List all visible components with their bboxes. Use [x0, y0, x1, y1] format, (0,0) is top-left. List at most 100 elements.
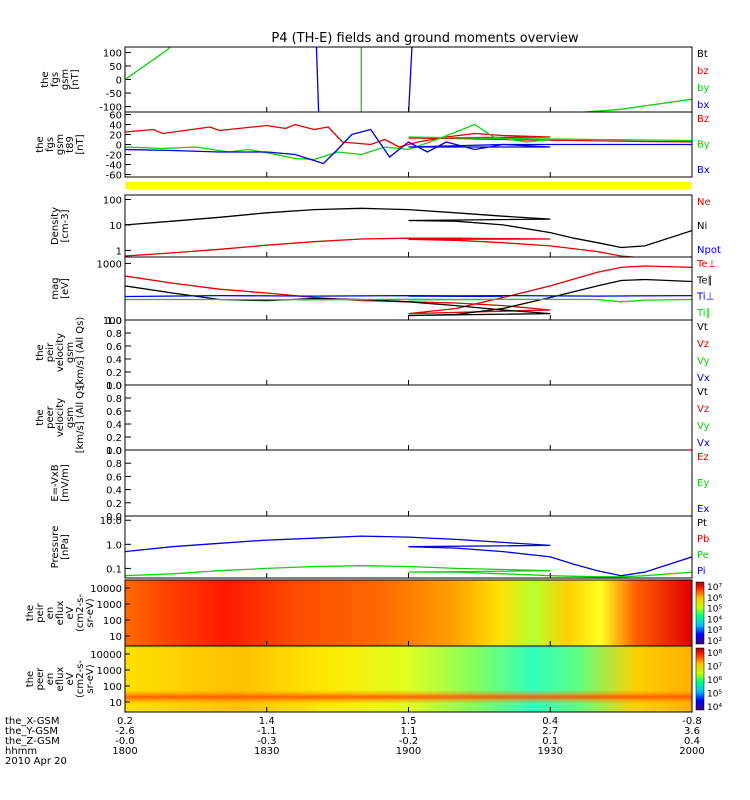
colorbar-label: 10⁴ — [707, 703, 722, 713]
legend-Npot: Npot — [697, 245, 721, 256]
x-tick-value: 0.4 — [542, 716, 558, 727]
panel-frame — [124, 384, 693, 451]
legend-bz: bz — [697, 66, 709, 77]
y-axis-label-line: [mV/m] — [60, 464, 71, 502]
y-tick-label: 1.0 — [106, 381, 122, 392]
y-tick-label: -40 — [106, 161, 122, 172]
y-axis-label: thepeirvelocitygsm[km/s] (All Qs) — [35, 317, 86, 389]
y-tick-label: 100 — [103, 48, 122, 59]
legend-By: By — [697, 140, 710, 151]
y-tick-label: 0.2 — [106, 368, 122, 379]
panel-4: 1000 100 mag[eV] Te⊥ Te∥ Ti⊥ Ti∥ — [50, 256, 716, 327]
y-tick-label: 100 — [103, 316, 122, 327]
y-tick-label: 1.0 — [106, 540, 122, 551]
legend-Ey: Ey — [697, 478, 709, 489]
colorbar-label: 10⁴ — [707, 615, 722, 625]
colorbar-label: 10⁶ — [707, 594, 722, 604]
legend-Vx: Vx — [697, 373, 710, 384]
y-tick-label: 10000 — [90, 584, 122, 595]
colorbar-label: 10⁵ — [707, 690, 722, 700]
x-tick-value: 1900 — [396, 746, 421, 757]
y-tick-label: 1000 — [97, 666, 122, 677]
x-row-label: the_Z-GSM — [5, 736, 60, 747]
y-axis-label-line: the — [40, 71, 51, 87]
legend-Vy: Vy — [697, 421, 710, 432]
y-axis-label: thefgsgsmt89[nT] — [35, 134, 86, 155]
status-bar — [125, 182, 692, 189]
y-tick-label: 1.0 — [106, 446, 122, 457]
legend-Bx: Bx — [697, 165, 710, 176]
y-tick-label: 60 — [109, 111, 122, 122]
y-tick-label: 50 — [109, 62, 122, 73]
panel-5: 1.0 0.8 0.6 0.4 0.2 0.0 thepeirvelocitygsm[km/… — [35, 316, 710, 392]
y-axis-label-line: gsm — [60, 69, 71, 90]
y-tick-label: 10.0 — [100, 516, 122, 527]
y-tick-label: 10000 — [90, 650, 122, 661]
y-axis-label-line: the — [25, 671, 36, 687]
colorbar-label: 10⁶ — [707, 676, 722, 686]
x-row-label: 2010 Apr 20 — [5, 756, 67, 767]
y-tick-label: -20 — [106, 151, 122, 162]
panel-6: 1.0 0.8 0.6 0.4 0.2 0.0 thepeervelocitygsm[km/… — [35, 381, 710, 457]
series-bx — [315, 47, 413, 112]
legend-Bt: Bt — [697, 49, 708, 60]
panel-10: 10⁸ 10⁷ 10⁶ 10⁵ 10⁴ 10000 1000 100 10 thepeerenef… — [25, 645, 722, 713]
y-tick-label: -60 — [106, 171, 122, 182]
y-tick-label: 0.8 — [106, 459, 122, 470]
y-tick-label: 0.2 — [106, 433, 122, 444]
legend-Vy: Vy — [697, 356, 710, 367]
legend-Pi: Pi — [697, 566, 706, 577]
panel-1: 100 50 0 -50 -100 thefgsgsm[nT] Bt bz by bx — [40, 46, 709, 114]
x-tick-value: 0.4 — [684, 736, 700, 747]
y-axis-label-line: eV — [65, 672, 76, 685]
y-axis-label: mag[eV] — [50, 277, 71, 299]
y-tick-label: 0.1 — [106, 564, 122, 575]
spectrogram-fill — [125, 580, 692, 646]
y-tick-label: 0.6 — [106, 342, 122, 353]
legend-Te⊥: Te⊥ — [696, 259, 716, 270]
y-axis-label: thepeerenefluxeV(cm2-s-sr-eV) — [25, 660, 96, 698]
series-Ti⊥ — [125, 294, 692, 298]
y-tick-label: 1.0 — [106, 316, 122, 327]
y-axis-label-line: [nT] — [70, 69, 81, 89]
x-row-label: the_X-GSM — [5, 716, 59, 727]
y-axis-label-line: en — [45, 607, 56, 620]
y-tick-label: 0.6 — [106, 407, 122, 418]
y-tick-label: 100 — [103, 616, 122, 627]
y-axis-label-line: fgs — [50, 72, 61, 87]
series-Ne — [125, 236, 692, 257]
x-row-label: hhmm — [5, 746, 37, 757]
legend-Ti⊥: Ti⊥ — [696, 292, 714, 303]
y-axis-label-line: the — [35, 136, 46, 152]
y-tick-label: 0.8 — [106, 329, 122, 340]
x-tick-value: 2.7 — [542, 726, 558, 737]
y-tick-label: 100 — [103, 682, 122, 693]
panel-9: 10⁷10⁶10⁵10⁴10³10²10000100010010thepeire… — [25, 579, 722, 647]
y-axis-label-line: fgs — [45, 137, 56, 152]
series-Pi — [125, 525, 692, 577]
legend-Pb: Pb — [697, 534, 709, 545]
y-axis-label-line: eflux — [55, 667, 66, 692]
y-tick-label: 100 — [103, 195, 122, 206]
colorbar-label: 10⁷ — [707, 583, 722, 593]
colorbar-label: 10³ — [707, 626, 722, 636]
y-tick-label: 10 — [109, 632, 122, 643]
legend-Vt: Vt — [697, 322, 708, 333]
y-tick-label: 0 — [116, 76, 122, 87]
series-Pe — [125, 558, 692, 578]
y-tick-label: 0 — [116, 141, 122, 152]
y-axis-label-line: eflux — [55, 601, 66, 626]
y-axis-label-line: (cm2-s- — [75, 660, 86, 698]
y-axis-label-line: mag — [50, 277, 61, 299]
y-tick-label: 1 — [116, 246, 122, 257]
legend-Pt: Pt — [697, 518, 707, 529]
series-Bx — [125, 128, 692, 165]
panel-3: 100 10 1 Density[cm-3] Ne Ni Npot — [50, 194, 721, 258]
y-axis-label: thepeervelocitygsm[km/s] (All Qs) — [35, 382, 86, 454]
x-tick-value: -0.8 — [682, 716, 702, 727]
x-tick-value: -0.2 — [399, 736, 419, 747]
series-Bz — [125, 123, 692, 148]
legend-Vz: Vz — [697, 404, 709, 415]
y-axis-label-line: velocity — [55, 398, 66, 437]
